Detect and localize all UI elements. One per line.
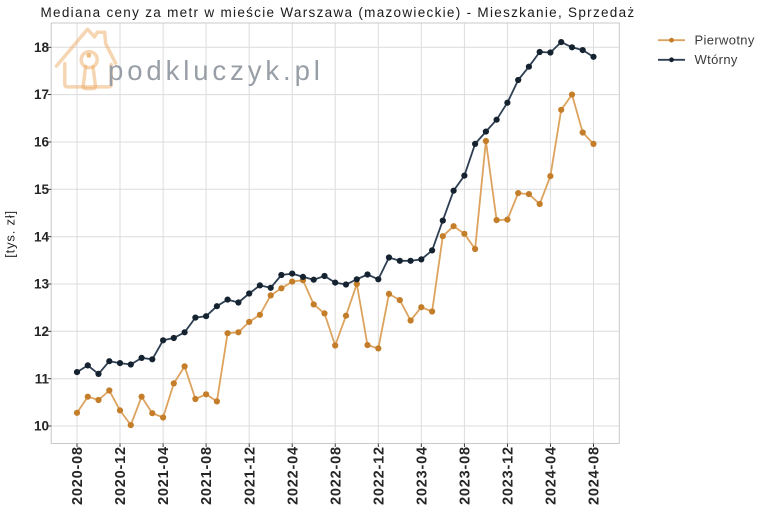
svg-text:13: 13	[34, 277, 50, 292]
svg-text:2023-04: 2023-04	[414, 446, 430, 505]
svg-text:Wtórny: Wtórny	[695, 52, 738, 67]
svg-text:11: 11	[35, 371, 50, 386]
svg-text:2023-12: 2023-12	[501, 446, 517, 505]
svg-text:2024-04: 2024-04	[544, 446, 560, 505]
svg-text:2022-12: 2022-12	[371, 446, 387, 505]
svg-text:[tys. zł]: [tys. zł]	[3, 210, 18, 258]
svg-text:14: 14	[34, 229, 50, 244]
svg-text:2021-04: 2021-04	[156, 446, 172, 505]
svg-text:2024-08: 2024-08	[587, 446, 603, 505]
svg-text:15: 15	[34, 182, 50, 197]
svg-text:podkluczyk.pl: podkluczyk.pl	[108, 55, 324, 86]
svg-text:2021-08: 2021-08	[199, 446, 215, 505]
svg-text:2022-04: 2022-04	[285, 446, 301, 505]
svg-text:Mediana ceny za metr w mieście: Mediana ceny za metr w mieście Warszawa …	[41, 5, 636, 20]
svg-text:2021-12: 2021-12	[242, 446, 258, 505]
svg-text:2023-08: 2023-08	[458, 446, 474, 505]
svg-text:Pierwotny: Pierwotny	[695, 33, 755, 48]
svg-text:2020-08: 2020-08	[70, 446, 86, 505]
svg-text:16: 16	[34, 135, 50, 150]
svg-text:12: 12	[34, 324, 49, 339]
svg-text:18: 18	[34, 40, 50, 55]
svg-text:2020-12: 2020-12	[113, 446, 129, 505]
svg-text:17: 17	[34, 87, 49, 102]
svg-text:10: 10	[34, 419, 49, 434]
svg-text:2022-08: 2022-08	[328, 446, 344, 505]
